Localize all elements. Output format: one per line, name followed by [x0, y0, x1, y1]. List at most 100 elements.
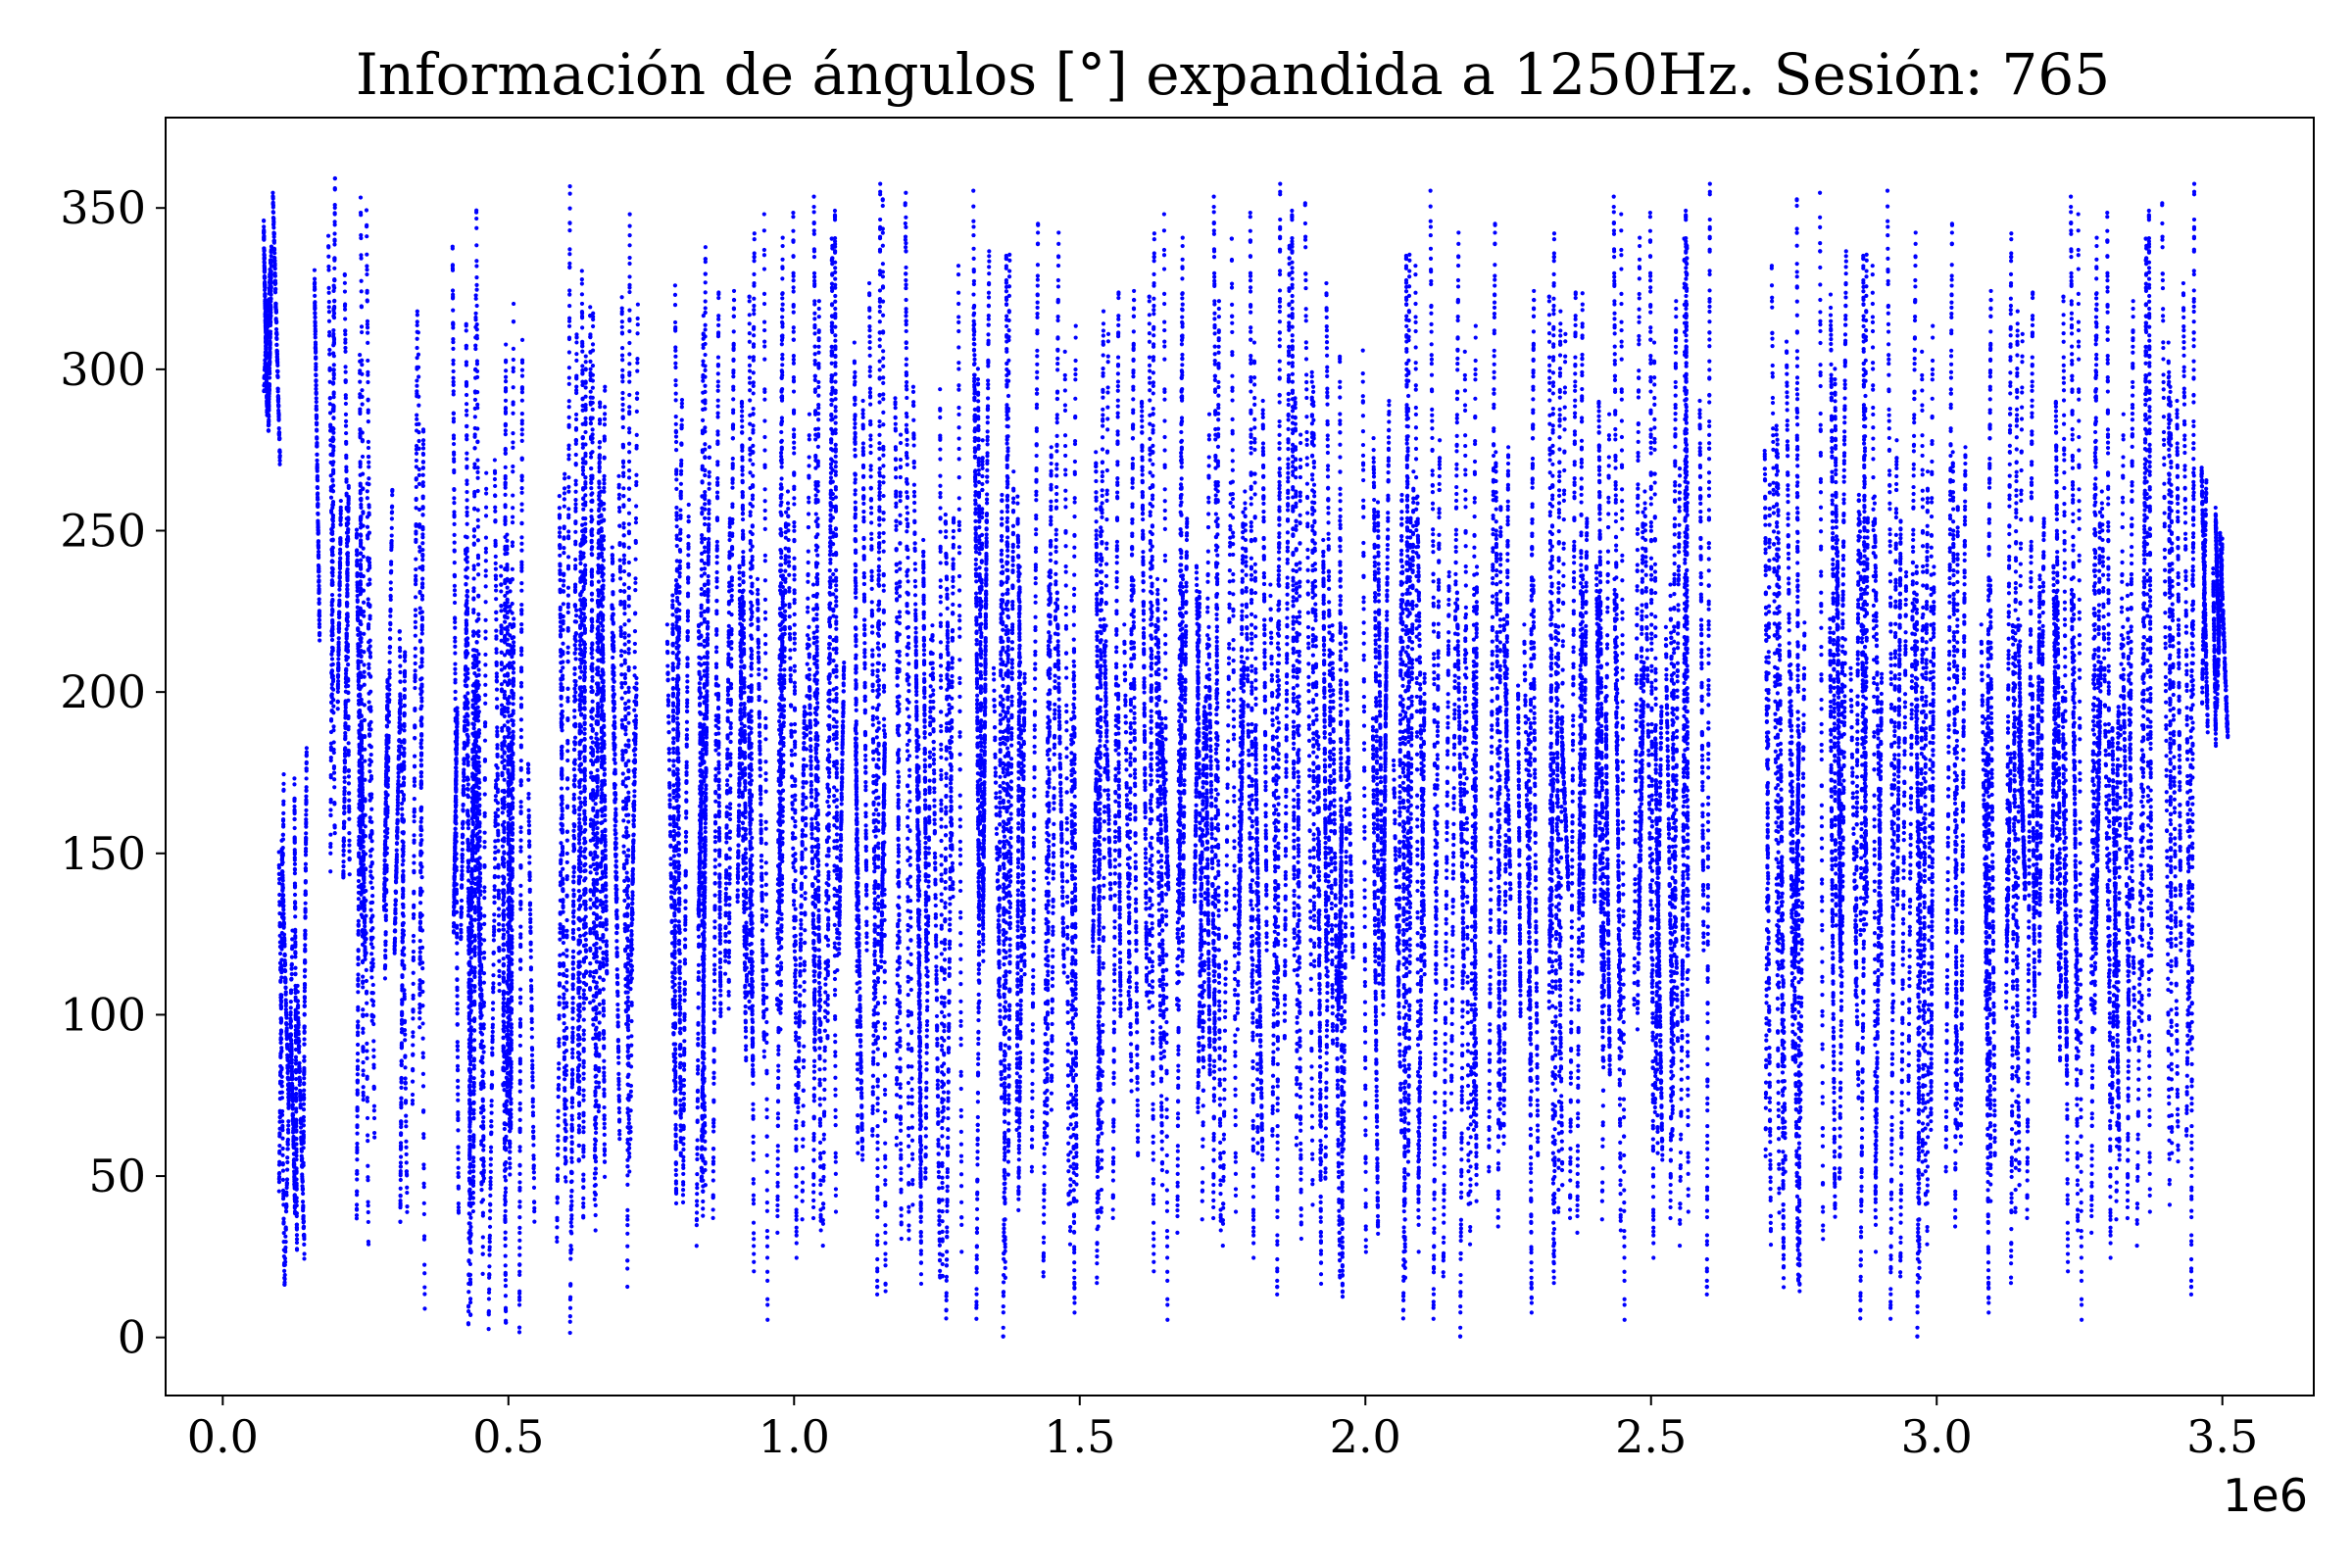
data-point	[302, 1119, 306, 1123]
data-point	[285, 1043, 289, 1047]
data-point	[330, 709, 334, 712]
data-point	[344, 370, 348, 374]
data-point	[272, 259, 276, 263]
data-point	[293, 867, 297, 871]
data-point	[304, 800, 308, 804]
data-point	[330, 631, 334, 635]
data-point	[337, 593, 341, 597]
data-point	[318, 612, 321, 616]
data-point	[343, 789, 347, 793]
data-point	[344, 424, 348, 428]
data-point	[301, 1188, 305, 1192]
data-point	[332, 368, 336, 371]
data-point	[338, 584, 342, 588]
data-point	[339, 515, 343, 519]
data-point	[345, 578, 349, 582]
data-point	[315, 414, 318, 417]
data-point	[330, 610, 334, 613]
data-point	[302, 1097, 306, 1101]
data-point	[285, 1071, 289, 1075]
data-point	[294, 1013, 298, 1017]
data-point	[280, 860, 284, 864]
data-point	[328, 833, 332, 837]
data-point	[289, 1005, 293, 1009]
data-point	[304, 862, 308, 866]
data-point	[347, 749, 351, 753]
data-point	[286, 1130, 290, 1134]
data-point	[277, 426, 281, 430]
data-point	[269, 341, 272, 345]
data-point	[295, 1241, 299, 1245]
data-point	[326, 265, 330, 269]
data-point	[303, 959, 307, 963]
data-point	[318, 617, 321, 621]
data-point	[288, 1022, 292, 1026]
data-point	[316, 512, 319, 515]
data-point	[294, 1034, 298, 1038]
data-point	[341, 872, 345, 876]
data-point	[345, 627, 349, 631]
data-point	[337, 636, 341, 640]
data-point	[273, 271, 277, 275]
data-point	[279, 1005, 283, 1009]
data-point	[317, 584, 320, 588]
data-point	[331, 431, 335, 435]
data-point	[346, 623, 350, 627]
data-point	[345, 592, 349, 596]
data-point	[330, 692, 334, 696]
data-point	[317, 568, 320, 572]
data-point	[333, 187, 337, 191]
data-point	[344, 454, 348, 458]
data-point	[289, 1010, 293, 1014]
data-point	[268, 388, 271, 392]
data-point	[301, 1200, 305, 1203]
data-point	[269, 293, 272, 297]
data-point	[304, 836, 308, 840]
data-point	[345, 516, 349, 520]
data-point	[302, 1233, 306, 1237]
data-point	[317, 564, 320, 567]
data-point	[294, 1128, 298, 1132]
data-point	[277, 463, 281, 466]
chart-title: Información de ángulos [°] expandida a 1…	[356, 41, 2110, 108]
data-point	[264, 340, 268, 344]
data-point	[346, 619, 350, 623]
data-point	[267, 428, 270, 432]
data-point	[263, 281, 267, 285]
data-point	[332, 390, 336, 394]
data-point	[293, 852, 297, 856]
data-point	[286, 1119, 290, 1123]
data-point	[331, 427, 335, 431]
data-point	[294, 1171, 298, 1175]
data-point	[281, 1217, 285, 1221]
data-point	[304, 891, 308, 895]
data-point	[281, 854, 285, 858]
data-point	[305, 760, 309, 764]
data-point	[332, 242, 336, 246]
data-point	[330, 567, 334, 571]
data-point	[342, 839, 346, 843]
data-point	[329, 717, 333, 721]
data-point	[345, 552, 349, 556]
data-point	[336, 657, 340, 661]
data-point	[268, 375, 271, 379]
data-point	[305, 746, 309, 750]
data-point	[281, 817, 285, 821]
data-point	[287, 1065, 291, 1069]
data-point	[327, 310, 331, 314]
data-point	[281, 1197, 285, 1200]
data-point	[274, 331, 278, 335]
data-point	[284, 1007, 288, 1011]
data-point	[287, 1099, 291, 1102]
data-point	[331, 437, 335, 441]
data-point	[290, 972, 294, 976]
data-point	[294, 1109, 298, 1113]
data-point	[314, 351, 318, 355]
data-point	[262, 253, 266, 257]
data-point	[262, 235, 266, 239]
data-point	[305, 776, 309, 780]
data-point	[289, 977, 293, 981]
data-point	[283, 1260, 287, 1264]
